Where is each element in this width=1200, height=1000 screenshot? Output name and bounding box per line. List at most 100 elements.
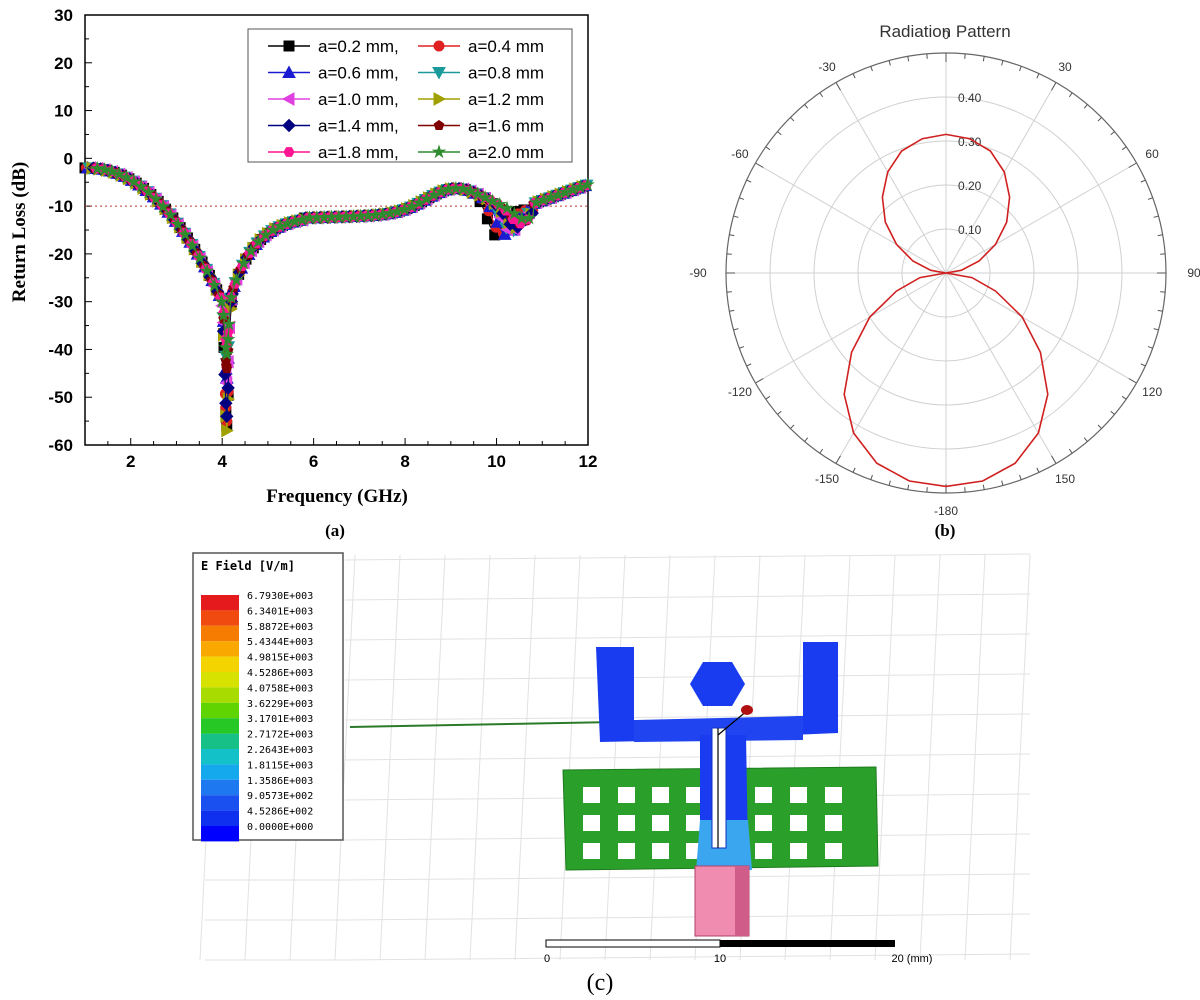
marker-star <box>572 179 588 194</box>
polar-tick <box>888 60 891 66</box>
legend-swatch <box>201 826 239 842</box>
polar-tick <box>982 484 985 490</box>
legend-value: 0.0000E+000 <box>247 822 313 833</box>
marker-star <box>214 294 230 308</box>
polar-tick <box>1153 328 1159 331</box>
x-tick-label: 12 <box>579 452 598 471</box>
polar-tick <box>1128 162 1137 168</box>
legend-swatch <box>201 687 239 703</box>
marker-star <box>529 194 544 209</box>
legend-swatch <box>201 733 239 749</box>
polar-spoke <box>945 162 1137 274</box>
scale-label-20: 20 (mm) <box>892 953 933 965</box>
polar-tick <box>1019 66 1022 72</box>
legend-swatch <box>201 641 239 657</box>
slot <box>583 843 600 859</box>
polar-tick <box>755 378 764 384</box>
legend-value: 3.6229E+003 <box>247 699 313 710</box>
marker-star <box>463 183 478 198</box>
polar-tick <box>1121 146 1127 151</box>
polar-tick <box>852 73 856 79</box>
marker-star <box>536 192 551 207</box>
polar-tick <box>1157 234 1163 237</box>
marker-star <box>155 198 171 213</box>
grid-line <box>919 554 941 961</box>
marker-triangle-left <box>281 92 295 106</box>
legend-value: 4.0758E+003 <box>247 683 313 694</box>
grid-line <box>344 713 1031 721</box>
polar-radial-label: 0.30 <box>958 135 982 149</box>
x-tick-label: 4 <box>217 452 227 471</box>
marker-star <box>119 169 134 184</box>
legend-entry: a=0.8 mm <box>468 64 544 83</box>
polar-spoke <box>755 162 947 274</box>
legend-value: 3.1701E+003 <box>247 714 313 725</box>
slot <box>686 815 703 831</box>
polar-angle-label: 120 <box>1142 385 1162 399</box>
legend-value: 4.5286E+003 <box>247 668 313 679</box>
marker-diamond <box>220 409 234 424</box>
marker-triangle-up <box>490 215 505 228</box>
polar-tick <box>1147 346 1153 349</box>
polar-tick <box>1001 60 1004 66</box>
marker-circle <box>433 40 445 52</box>
slot <box>618 787 635 803</box>
slot <box>583 815 600 831</box>
grid-line <box>829 554 851 961</box>
right-arm <box>745 642 838 737</box>
polar-tick <box>819 448 824 454</box>
marker-star <box>272 218 288 233</box>
polar-angle-label: 150 <box>1055 472 1075 486</box>
slot <box>825 787 842 803</box>
polar-tick <box>1068 92 1073 98</box>
polar-tick <box>729 234 735 237</box>
polar-angle-label: -60 <box>731 147 749 161</box>
marker-triangle-down <box>432 67 446 80</box>
marker-diamond <box>282 118 296 133</box>
y-tick-label: 10 <box>54 102 73 121</box>
marker-star <box>404 198 420 213</box>
marker-star <box>219 346 235 361</box>
marker-star <box>126 174 142 188</box>
polar-tick <box>1110 410 1115 415</box>
grid-line <box>344 753 1031 761</box>
polar-tick <box>835 82 841 91</box>
polar-tick <box>1097 117 1102 122</box>
series-5 <box>83 161 589 390</box>
polar-angle-label: 30 <box>1058 60 1072 74</box>
marker-star <box>470 186 486 201</box>
legend-entry: a=1.0 mm, <box>318 90 399 109</box>
legend-value: 2.7172E+003 <box>247 730 313 741</box>
legend-swatch <box>201 764 239 780</box>
y-axis-label: Return Loss (dB) <box>9 162 30 302</box>
polar-tick <box>1001 480 1004 486</box>
return-loss-chart: 2 4 6 8 10 12 30 20 10 0 -10 -20 -30 -40 -50 -60 a=0.2 m… <box>9 6 597 540</box>
slot <box>755 815 772 831</box>
x-tick-label: 2 <box>126 452 135 471</box>
legend-entry: a=1.2 mm <box>468 90 544 109</box>
legend-swatch <box>201 656 239 672</box>
grid-line <box>344 633 1031 641</box>
polar-tick <box>739 346 745 349</box>
grid-line <box>344 913 1031 921</box>
marker-star <box>492 196 508 211</box>
marker-star <box>455 181 471 196</box>
marker-diamond <box>221 381 235 395</box>
grid-line <box>344 953 1031 961</box>
legend-value: 5.4344E+003 <box>247 637 313 648</box>
legend-swatch <box>201 810 239 826</box>
legend-value: 6.3401E+003 <box>247 606 313 617</box>
slot <box>825 843 842 859</box>
slot <box>755 843 772 859</box>
legend-box <box>247 28 573 163</box>
polar-tick <box>1147 197 1153 200</box>
polar-tick <box>733 215 739 218</box>
marker-star <box>521 210 537 225</box>
y-tick-label: -50 <box>48 388 73 407</box>
polar-tick <box>870 474 873 480</box>
slot <box>686 787 703 803</box>
grid-line <box>874 554 896 961</box>
marker-pentagon <box>433 119 445 131</box>
polar-tick <box>1140 179 1146 183</box>
legend-value: 4.5286E+002 <box>247 807 313 818</box>
